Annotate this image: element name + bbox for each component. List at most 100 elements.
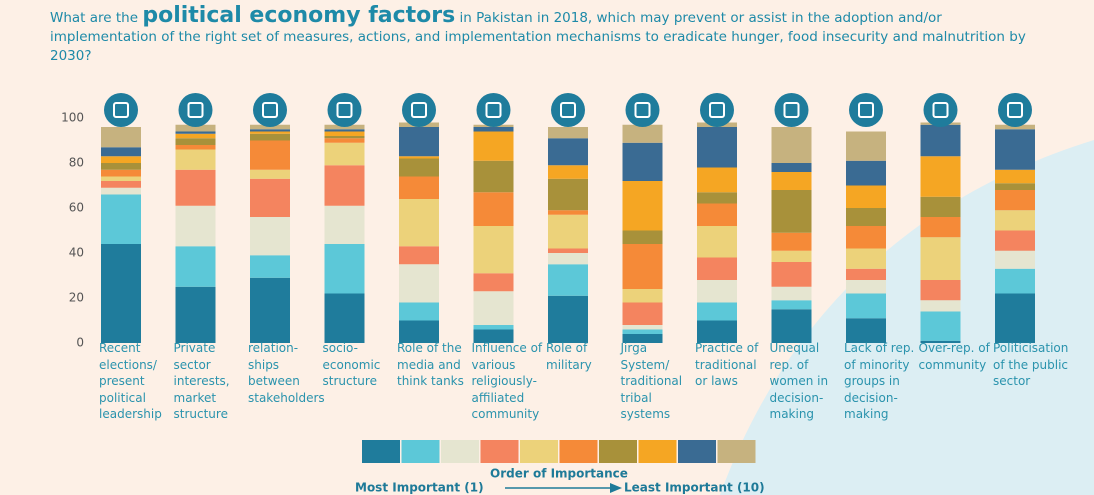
bar-segment: [846, 226, 886, 249]
bar-segment: [771, 163, 812, 172]
bar-segment: [846, 248, 886, 269]
bar-segment: [548, 210, 588, 215]
legend-swatch: [678, 440, 716, 463]
bar-segment: [548, 127, 588, 139]
legend-swatch: [480, 440, 519, 463]
bar-segment: [771, 232, 812, 251]
bar-segment: [697, 257, 737, 280]
bar-segment: [697, 203, 737, 226]
icon: [476, 93, 511, 127]
bar-segment: [771, 262, 812, 287]
icon: [104, 93, 138, 127]
icon: [402, 93, 436, 127]
x-tick-label: Private sector interests, market structu…: [173, 341, 230, 421]
bar-segment: [101, 181, 141, 188]
bar-segment: [101, 176, 141, 181]
bar-segment: [548, 165, 588, 179]
bar-segment: [846, 293, 886, 319]
bar-segment: [473, 192, 514, 226]
bar-segment: [846, 185, 886, 208]
bar-segment: [920, 340, 961, 343]
bar-segment: [175, 131, 216, 134]
bar-segment: [846, 208, 886, 226]
x-tick-label: Politicisation of the public sector: [993, 341, 1069, 388]
x-tick-label: Influence of various religiously-affilia…: [471, 341, 543, 421]
bar-segment: [771, 300, 812, 310]
bar-segment: [473, 329, 514, 343]
bar-segment: [324, 138, 365, 143]
bar-segment: [250, 140, 290, 170]
icon-glyph: [485, 102, 502, 118]
x-tick-label: Recent elections/ present political lead…: [99, 341, 162, 421]
bar-segment: [250, 169, 290, 179]
icon-glyph: [709, 102, 725, 118]
bar-segment: [548, 264, 588, 296]
icon-glyph: [858, 102, 874, 118]
bar-segment: [995, 268, 1035, 294]
bar-segment: [175, 205, 216, 247]
bar-segment: [697, 280, 737, 303]
bar-segment: [101, 147, 141, 157]
bar-segment: [175, 286, 216, 343]
legend-low: Most Important (1): [355, 481, 484, 495]
y-tick-label: 60: [69, 201, 84, 215]
bar-segment: [771, 127, 812, 163]
bar-segment: [548, 178, 588, 211]
legend-swatch: [520, 440, 558, 463]
icon-glyph: [187, 102, 204, 118]
bar-segment: [175, 138, 216, 145]
bar-segment: [250, 129, 290, 132]
bar-segment: [995, 210, 1035, 231]
bar-segment: [399, 127, 439, 157]
y-tick-label: 0: [76, 336, 84, 350]
icon-glyph: [932, 102, 949, 118]
bar-segment: [399, 176, 439, 199]
bar-segment: [473, 131, 514, 161]
bar-segment: [399, 158, 439, 177]
bar-segment: [697, 320, 737, 343]
bar-segment: [101, 194, 141, 244]
bar-segment: [548, 138, 588, 166]
x-tick-label: Over-rep. of community: [918, 341, 990, 372]
icon: [253, 93, 287, 127]
bar-segment: [324, 129, 365, 132]
bar-segment: [622, 142, 663, 181]
bar-segment: [324, 244, 365, 294]
legend-swatch: [599, 440, 637, 463]
icon: [774, 93, 809, 127]
bar-segment: [697, 226, 737, 258]
bar-segment: [175, 169, 216, 206]
icon-glyph: [1007, 102, 1023, 118]
bar-segment: [101, 187, 141, 195]
bar-segment: [548, 214, 588, 249]
bar-segment: [175, 133, 216, 139]
bar-segment: [101, 169, 141, 177]
bar-segment: [697, 302, 737, 321]
bar-segment: [399, 264, 439, 303]
bar-segment: [920, 156, 961, 197]
y-tick-label: 20: [69, 291, 84, 305]
bar-segment: [846, 160, 886, 186]
x-tick-label: Unequal rep. of women in decision-making: [769, 341, 829, 421]
bar-segment: [399, 320, 439, 343]
bar-segment: [995, 250, 1035, 269]
bar-segment: [175, 145, 216, 150]
bar-segment: [101, 244, 141, 343]
bar-segment: [250, 133, 290, 141]
icon: [700, 93, 734, 127]
bar-segment: [101, 163, 141, 170]
bar-segment: [622, 230, 663, 244]
bar-segment: [771, 286, 812, 301]
bar-segment: [250, 217, 290, 256]
legend-swatch: [717, 440, 756, 463]
y-tick-label: 40: [69, 246, 84, 260]
bar-segment: [995, 183, 1035, 190]
icon-glyph: [560, 102, 576, 118]
bar-segment: [920, 280, 961, 301]
bar-segment: [771, 190, 812, 233]
bar-segment: [622, 302, 663, 325]
icon-glyph: [113, 102, 129, 118]
legend-high: Least Important (10): [624, 481, 765, 495]
bar-segment: [175, 124, 216, 132]
